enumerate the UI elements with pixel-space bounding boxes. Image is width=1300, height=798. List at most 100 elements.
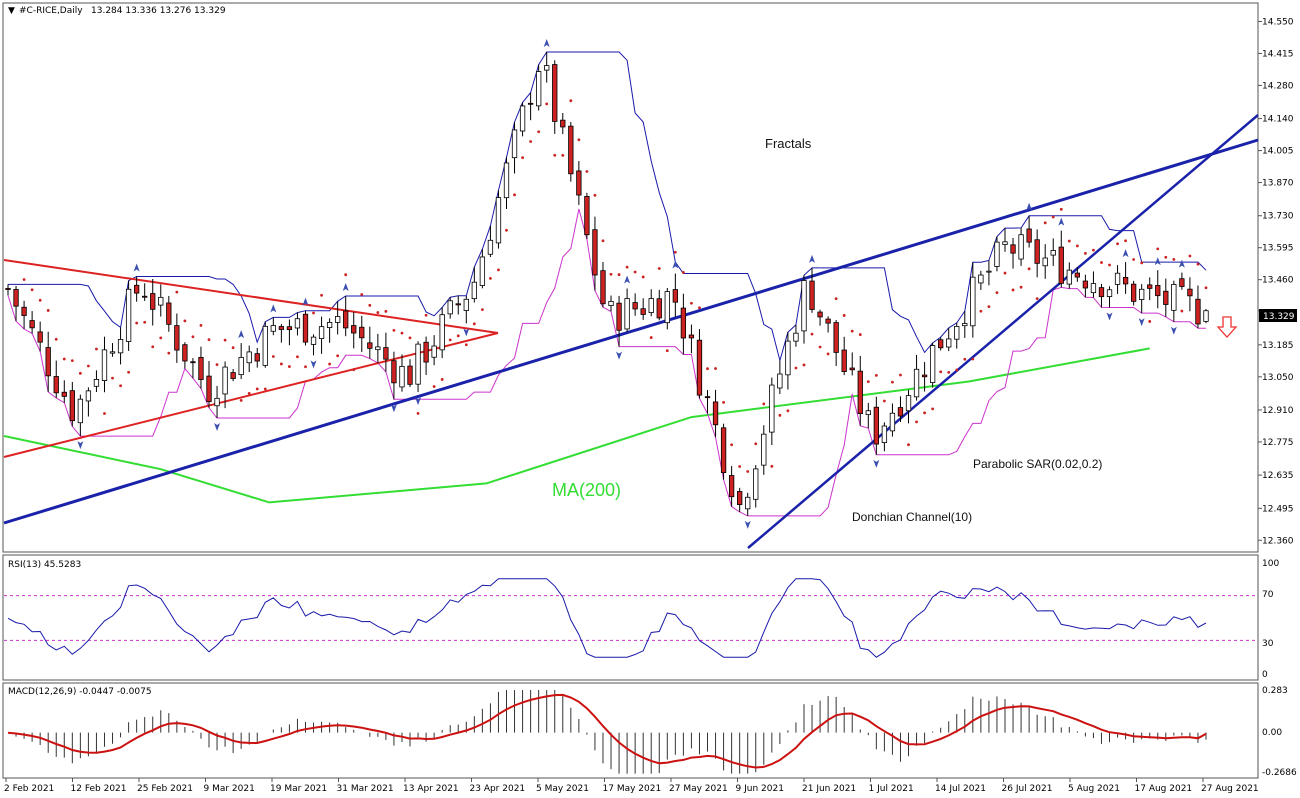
psar-dot xyxy=(448,338,452,342)
candle-body xyxy=(889,412,896,432)
psar-dot xyxy=(738,465,742,468)
candle-body xyxy=(672,289,678,303)
candle-body xyxy=(833,322,839,353)
date-tick-label: 13 Apr 2021 xyxy=(403,784,459,794)
candle-body xyxy=(1090,283,1097,294)
psar-dot xyxy=(963,357,967,361)
candle-body xyxy=(1058,246,1064,284)
psar-dot xyxy=(730,443,734,447)
candle-body xyxy=(1114,272,1121,285)
candle-body xyxy=(1050,250,1056,256)
psar-dot xyxy=(103,412,106,415)
candle-body xyxy=(439,314,445,351)
price-tick-label: 14.550 xyxy=(1262,17,1294,27)
candle-body xyxy=(246,351,252,364)
candle-body xyxy=(825,318,831,324)
candle-body xyxy=(785,340,791,376)
psar-dot xyxy=(802,363,806,367)
psar-dot xyxy=(786,409,790,413)
candle-body xyxy=(849,367,855,371)
fractal-up-icon xyxy=(1154,257,1161,266)
sell-arrow-icon xyxy=(1216,316,1238,338)
psar-dot xyxy=(119,384,122,388)
date-tick-label: 12 Feb 2021 xyxy=(71,784,127,794)
candle-body xyxy=(793,332,799,342)
price-axis: 14.550 14.415 14.280 14.140 14.005 13.870 13.7… xyxy=(1258,17,1294,546)
date-tick-label: 17 Aug 2021 xyxy=(1135,784,1193,794)
psar-dot xyxy=(352,368,356,372)
candle-body xyxy=(222,366,228,395)
candle-body xyxy=(962,323,968,327)
candle-body xyxy=(503,162,510,199)
psar-dot xyxy=(263,387,267,391)
psar-dot xyxy=(78,371,82,375)
fractal-up-icon xyxy=(1058,217,1065,226)
candle-body xyxy=(351,325,357,334)
rsi-tick-0: 0 xyxy=(1262,670,1268,680)
psar-dot xyxy=(706,367,709,371)
fractal-down-icon xyxy=(415,397,422,406)
rsi-line xyxy=(4,578,1257,658)
candle-body xyxy=(1018,234,1024,260)
candle-body xyxy=(929,345,936,384)
candle-body xyxy=(745,496,751,510)
candle-body xyxy=(214,397,220,407)
candle-body xyxy=(1042,257,1048,267)
candle-body xyxy=(1187,288,1193,297)
date-tick-label: 14 Jul 2021 xyxy=(935,784,986,794)
date-tick-label: 2 Feb 2021 xyxy=(4,784,54,794)
psar-dot xyxy=(1011,288,1015,292)
psar-dot xyxy=(368,303,372,307)
candle-body xyxy=(206,375,212,403)
psar-dot xyxy=(1132,258,1136,261)
psar-dot xyxy=(1003,271,1007,275)
date-tick-label: 31 Mar 2021 xyxy=(337,784,394,794)
price-tick-label: 14.415 xyxy=(1262,49,1294,59)
fractal-up-icon xyxy=(342,283,349,292)
psar-dot xyxy=(657,267,661,270)
candle-body xyxy=(13,289,19,307)
psar-dot xyxy=(794,366,798,370)
psar-dot xyxy=(127,370,131,374)
psar-dot xyxy=(617,273,621,276)
psar-dot xyxy=(1108,263,1111,267)
candle-body xyxy=(166,302,172,325)
date-tick-label: 21 Jun 2021 xyxy=(802,784,856,794)
candle-body xyxy=(407,365,413,385)
candle-body xyxy=(117,339,124,354)
rsi-label: RSI(13) 45.5283 xyxy=(8,560,81,570)
psar-dot xyxy=(850,329,854,333)
psar-dot xyxy=(907,443,910,447)
candle-body xyxy=(343,310,349,329)
fractal-up-icon xyxy=(624,275,631,284)
psar-dot xyxy=(513,193,516,197)
psar-dot xyxy=(1188,254,1192,258)
candle-body xyxy=(1171,284,1177,311)
fractal-up-icon xyxy=(302,297,309,306)
macd-panel-frame xyxy=(2,682,1259,779)
candle-body xyxy=(664,291,670,324)
psar-dot xyxy=(1164,255,1168,259)
candle-body xyxy=(905,395,912,412)
psar-dot xyxy=(1043,221,1047,225)
candle-body xyxy=(769,384,775,433)
price-tick-label: 12.635 xyxy=(1262,471,1294,481)
psar-dot xyxy=(601,239,605,243)
psar-dot xyxy=(70,359,74,363)
fractal-down-icon xyxy=(214,423,221,432)
candle-body xyxy=(230,372,236,379)
header-triangle-icon[interactable]: ▼ xyxy=(8,6,15,16)
psar-dot xyxy=(111,376,114,380)
rsi-panel-frame xyxy=(2,554,1259,681)
psar-dot xyxy=(722,400,725,404)
candle-body xyxy=(536,71,542,107)
psar-dot xyxy=(1059,207,1063,211)
date-tick-label: 23 Apr 2021 xyxy=(470,784,526,794)
candle-body xyxy=(552,64,558,122)
psar-dot xyxy=(62,357,66,361)
candle-body xyxy=(1155,285,1161,297)
candle-body xyxy=(109,351,116,354)
candle-body xyxy=(720,427,727,473)
macd-tick-bottom: -0.2686 xyxy=(1262,768,1297,778)
psar-dot xyxy=(810,332,814,336)
